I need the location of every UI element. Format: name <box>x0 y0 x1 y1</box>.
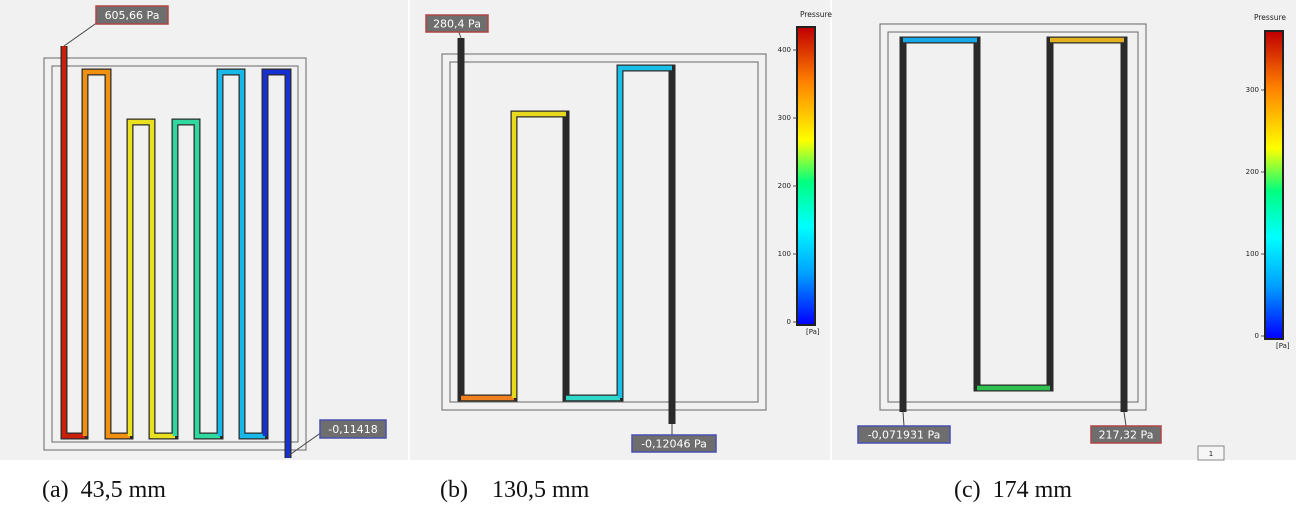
min-leader-line <box>287 431 323 457</box>
channel-diagram-a: 605,66 Pa -0,11418 <box>43 5 387 458</box>
channel-diagram-b: 280,4 Pa -0,12046 Pa Pressure 400 300 20… <box>425 10 833 453</box>
channel-segment <box>82 69 130 439</box>
min-leader-line <box>902 411 905 427</box>
max-leader-line <box>63 21 99 47</box>
plate-inner-frame <box>51 65 299 443</box>
channel-diagram-c: -0,071931 Pa 217,32 Pa 1 Pressure 300 20… <box>857 13 1290 461</box>
channel-flow <box>61 46 291 458</box>
caption-b: (b) 130,5 mm <box>440 477 590 503</box>
channel-segment <box>262 69 291 458</box>
colorbar-tick-label: 200 <box>1246 168 1259 176</box>
max-pressure-label: 217,32 Pa <box>1099 429 1154 442</box>
caption-a: (a) 43,5 mm <box>42 477 166 503</box>
plate-inner-frame <box>887 31 1139 403</box>
colorbar-title: Pressure <box>1254 13 1286 22</box>
max-pressure-label: 280,4 Pa <box>433 18 481 31</box>
max-leader-line <box>1123 411 1127 427</box>
channel-flow <box>458 38 675 424</box>
colorbar-tick-label: 400 <box>778 46 791 54</box>
max-pressure-label-box <box>425 14 489 33</box>
corner-indicator-box <box>1197 445 1225 461</box>
plate-outer-frame <box>879 23 1147 411</box>
channel-segment <box>172 119 220 439</box>
caption-c: (c) 174 mm <box>954 477 1072 503</box>
panel-a: 605,66 Pa -0,11418 <box>0 0 408 460</box>
channel-segment <box>217 69 265 439</box>
min-pressure-label-box <box>319 419 387 439</box>
pressure-colorbar: Pressure 400 300 200 100 0 [Pa] <box>778 10 833 336</box>
colorbar-tick-label: 0 <box>1255 332 1259 340</box>
colorbar-tick-label: 100 <box>778 250 791 258</box>
channel-segment <box>127 119 175 439</box>
min-pressure-label-box <box>857 425 951 444</box>
pressure-colorbar: Pressure 300 200 100 0 [Pa] <box>1246 13 1290 350</box>
colorbar-unit: [Pa] <box>806 328 820 336</box>
min-pressure-label: -0,071931 Pa <box>868 429 941 442</box>
channel-segment <box>511 111 566 398</box>
colorbar-tick-label: 0 <box>787 318 791 326</box>
colorbar-tick-label: 200 <box>778 182 791 190</box>
plate-inner-frame <box>449 61 759 403</box>
colorbar-tick-label: 300 <box>778 114 791 122</box>
panel-b: 280,4 Pa -0,12046 Pa Pressure 400 300 20… <box>410 0 833 460</box>
plate-outer-frame <box>43 57 307 451</box>
max-pressure-label: 605,66 Pa <box>105 9 160 22</box>
panel-c: -0,071931 Pa 217,32 Pa 1 Pressure 300 20… <box>832 0 1296 461</box>
corner-indicator-text: 1 <box>1209 450 1213 458</box>
plate-outer-frame <box>441 53 767 411</box>
min-pressure-label-box <box>631 434 717 453</box>
max-pressure-label-box <box>1090 425 1162 444</box>
colorbar-title: Pressure <box>800 10 832 19</box>
colorbar-tick-label: 100 <box>1246 250 1259 258</box>
colorbar-gradient <box>798 28 814 324</box>
channel-segment <box>61 46 85 439</box>
channel-flow <box>900 37 1127 412</box>
colorbar-unit: [Pa] <box>1276 342 1290 350</box>
min-pressure-label: -0,12046 Pa <box>641 438 707 451</box>
colorbar-gradient <box>1266 32 1282 338</box>
channel-outline <box>899 36 1128 412</box>
max-pressure-label-box <box>95 5 169 25</box>
colorbar-tick-label: 300 <box>1246 86 1259 94</box>
channel-segment <box>617 65 672 398</box>
min-pressure-label: -0,11418 <box>328 423 377 436</box>
